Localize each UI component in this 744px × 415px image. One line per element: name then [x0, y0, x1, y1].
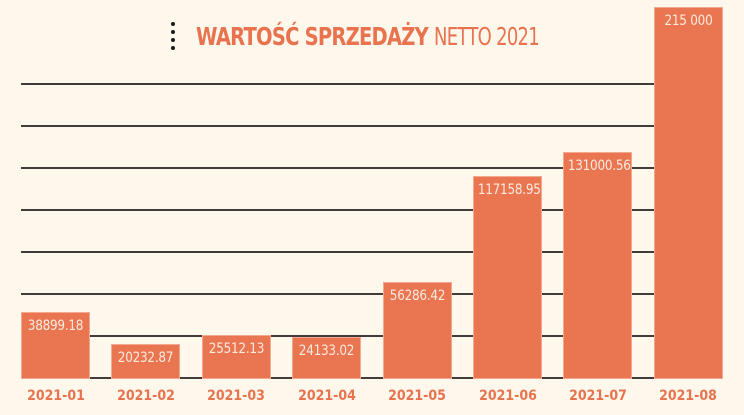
- x-axis-label: 2021-08: [659, 388, 718, 404]
- bar-value-label: 20232.87: [118, 350, 174, 366]
- x-axis-label: 2021-05: [388, 388, 447, 404]
- x-axis-label: 2021-02: [116, 388, 175, 404]
- x-axis-label: 2021-04: [297, 388, 356, 404]
- x-axis-label: 2021-03: [207, 388, 266, 404]
- gridline: [21, 293, 723, 295]
- chart-title: WARTOŚĆ SPRZEDAŻY NETTO 2021: [170, 18, 540, 54]
- bar-value-label: 215 000: [664, 13, 713, 29]
- gridline: [21, 251, 723, 253]
- x-axis-label: 2021-06: [478, 388, 537, 404]
- bar-2021-02[interactable]: 20232.87: [111, 344, 181, 379]
- title-light-text: NETTO 2021: [433, 21, 540, 51]
- bar-2021-04[interactable]: 24133.02: [292, 337, 362, 379]
- bar-value-label: 38899.18: [27, 318, 84, 334]
- gridline: [21, 209, 723, 211]
- x-axis-label: 2021-01: [26, 388, 85, 404]
- kebab-menu-icon[interactable]: [170, 22, 176, 50]
- bar-value-label: 56286.42: [389, 288, 445, 304]
- bar-value-label: 131000.56: [568, 158, 632, 174]
- bar-value-label: 25512.13: [208, 341, 265, 357]
- x-axis-label: 2021-07: [568, 388, 627, 404]
- gridline: [21, 335, 723, 337]
- bar-2021-03[interactable]: 25512.13: [201, 335, 271, 379]
- bar-2021-06[interactable]: 117158.95: [473, 176, 542, 379]
- bar-2021-01[interactable]: 38899.18: [21, 312, 90, 379]
- bar-2021-07[interactable]: 131000.56: [563, 152, 633, 379]
- bar-2021-05[interactable]: 56286.42: [382, 282, 452, 379]
- bar-value-label: 24133.02: [298, 343, 355, 359]
- gridline: [21, 83, 723, 85]
- gridline: [21, 377, 723, 379]
- bar-2021-08[interactable]: 215 000: [653, 7, 723, 379]
- title-bold-text: WARTOŚĆ SPRZEDAŻY: [196, 21, 429, 51]
- gridline: [21, 167, 723, 169]
- gridline: [21, 125, 723, 127]
- bar-value-label: 117158.95: [477, 182, 541, 198]
